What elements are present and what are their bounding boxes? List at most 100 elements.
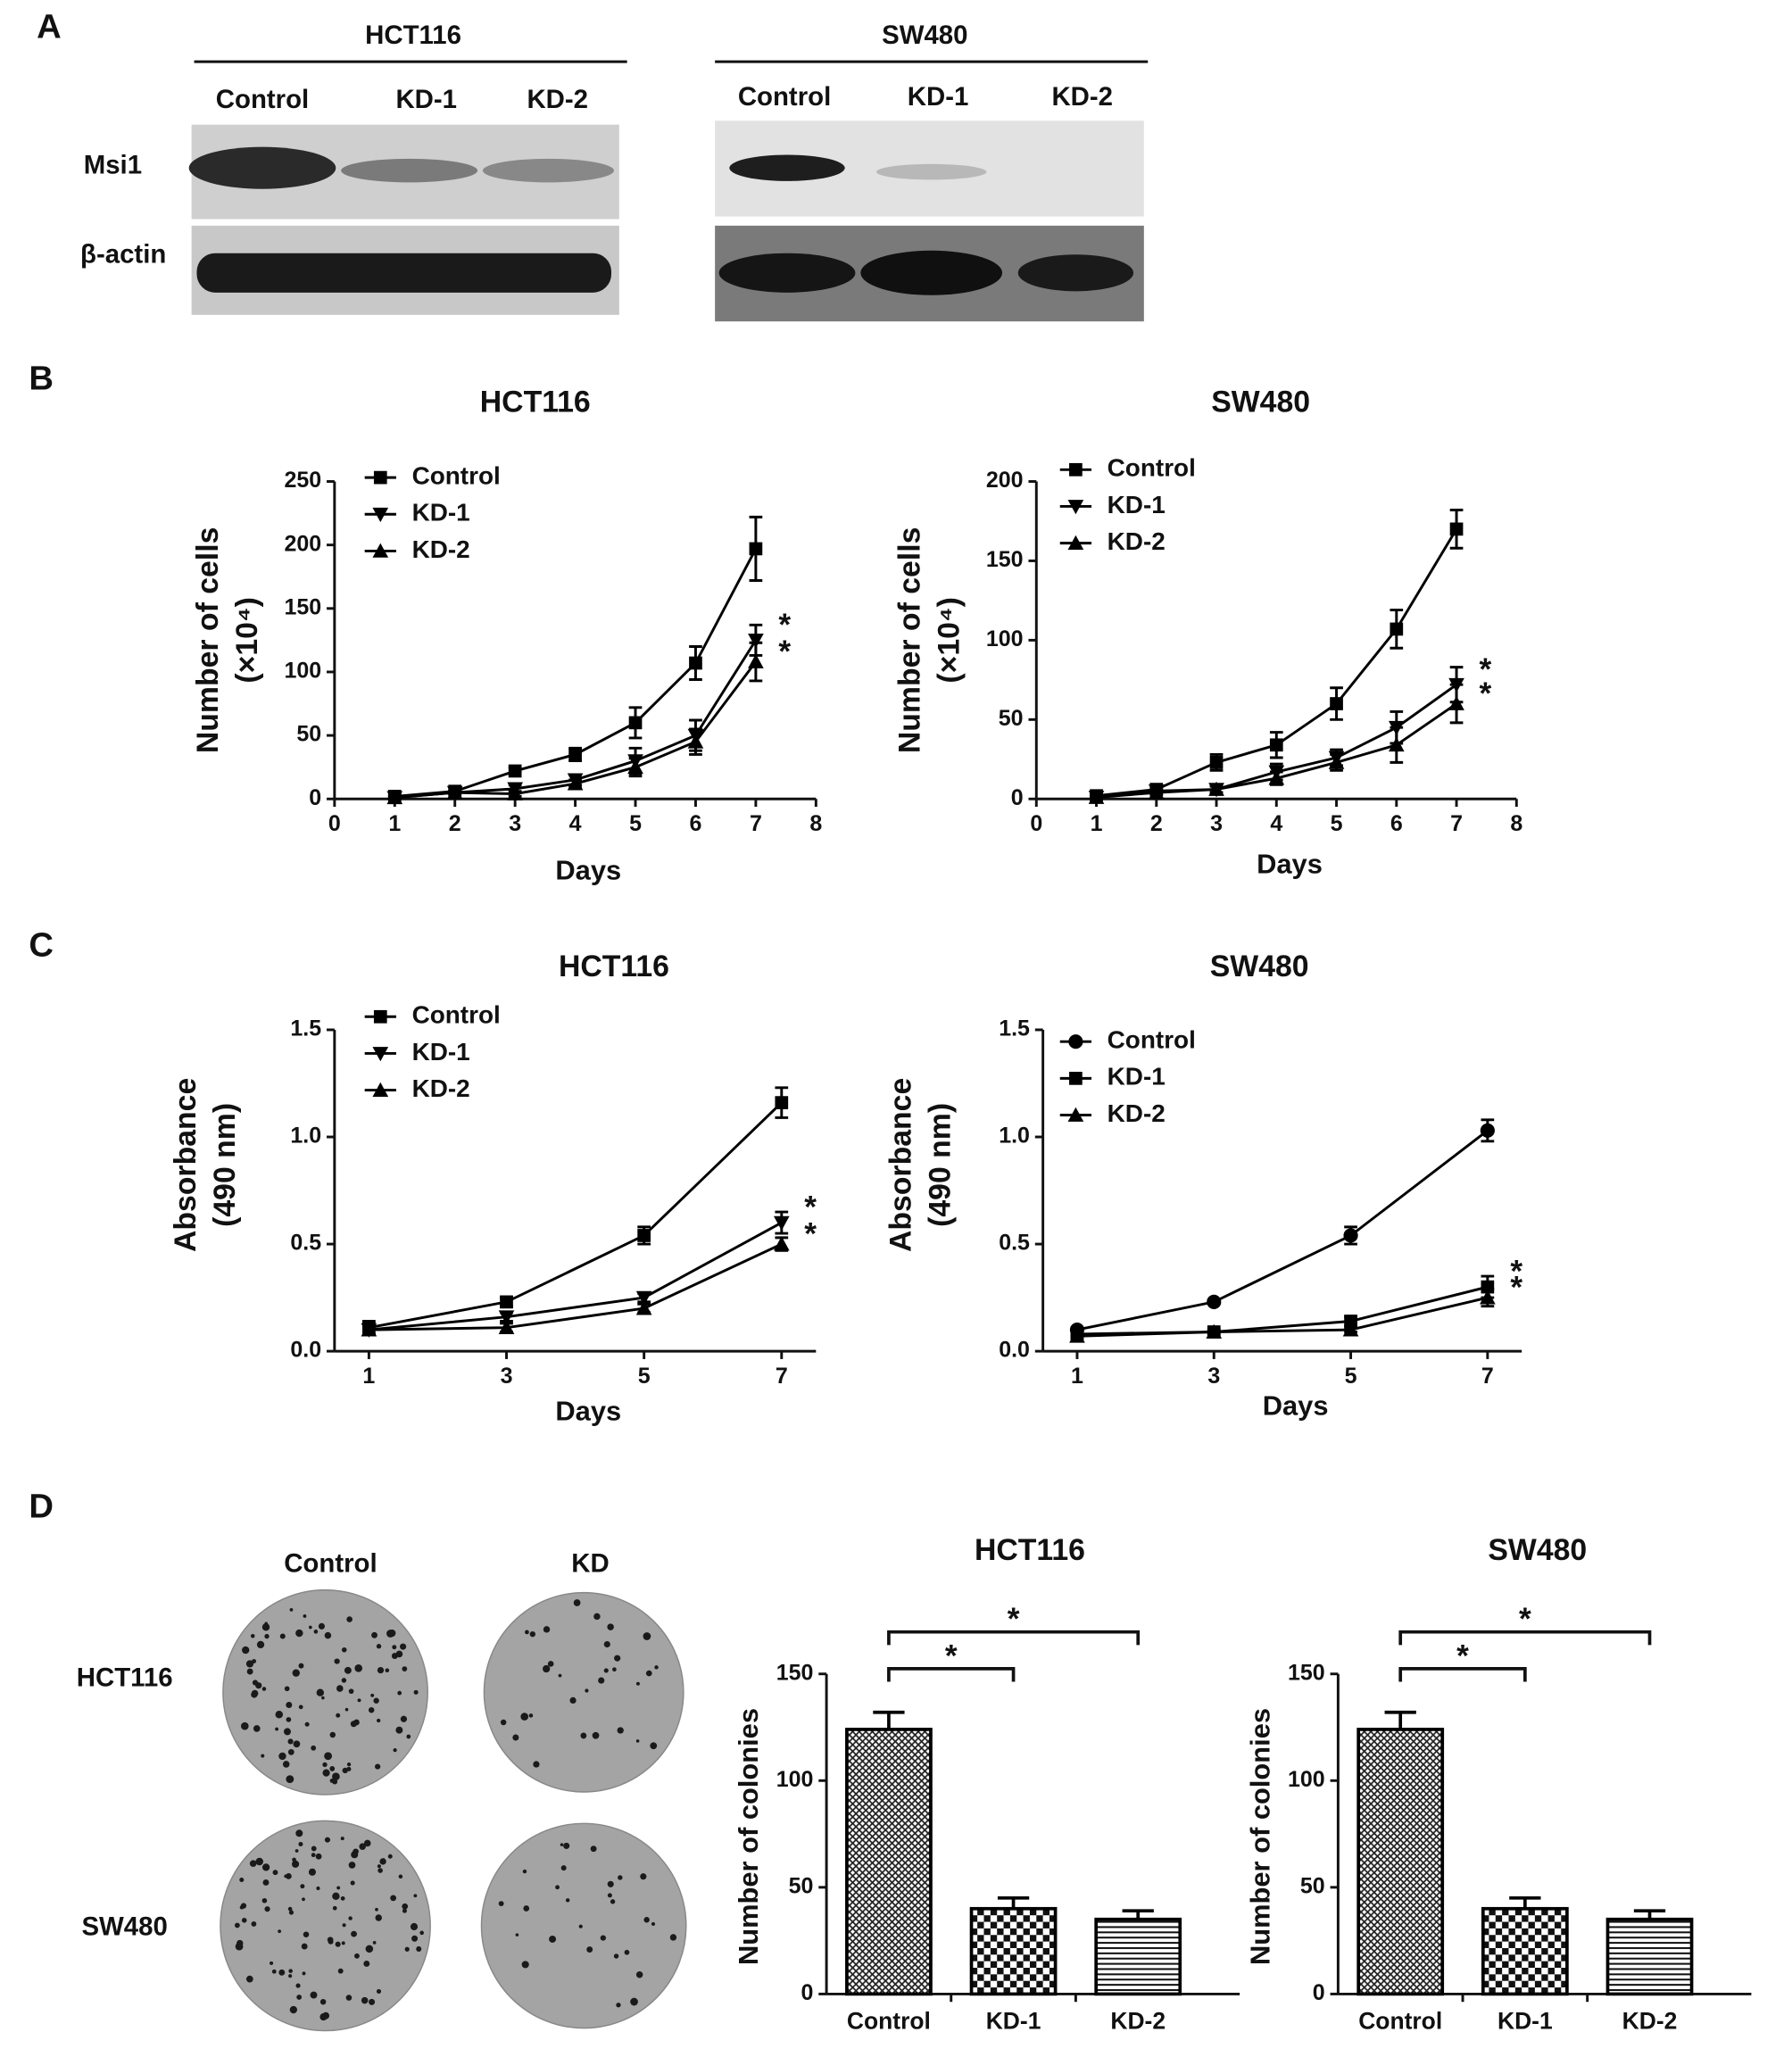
colony-dot xyxy=(354,1664,363,1672)
colony-dot xyxy=(361,1996,369,2004)
colony-dot xyxy=(288,1969,293,1973)
marker xyxy=(1067,535,1084,550)
colony-dot xyxy=(315,1853,322,1860)
colony-dot xyxy=(413,1689,419,1695)
colony-dot xyxy=(264,1906,270,1912)
colony-dot xyxy=(316,1886,320,1891)
colony-dot xyxy=(329,1731,336,1738)
colony-dot xyxy=(643,1917,650,1923)
marker xyxy=(775,1096,789,1109)
marker xyxy=(773,1215,790,1231)
colony-dot xyxy=(316,1688,324,1696)
colony-dot xyxy=(669,1934,677,1941)
colony-dot xyxy=(617,1727,624,1734)
marker xyxy=(1088,789,1105,804)
y-tick-label: 0 xyxy=(1011,785,1024,810)
x-tick-label: 5 xyxy=(1331,811,1343,836)
marker xyxy=(637,1229,651,1242)
colony-dot xyxy=(392,1645,397,1650)
cell-line: HCT116 xyxy=(365,21,461,50)
y-tick-label: 150 xyxy=(1288,1660,1325,1685)
colony-dot xyxy=(555,1885,560,1890)
marker xyxy=(1069,1328,1085,1343)
colony-dot xyxy=(239,1905,245,1910)
colony-dot xyxy=(310,1991,318,1999)
band xyxy=(1017,254,1134,292)
line xyxy=(1076,1129,1489,1331)
column-label: Control xyxy=(284,1548,377,1578)
colony-dot xyxy=(635,1970,643,1978)
colony-dot xyxy=(590,1845,597,1853)
colony-dot xyxy=(302,1897,305,1902)
colony-dot xyxy=(363,1961,370,1967)
colony-dot xyxy=(311,1853,316,1858)
colony-dot xyxy=(341,1647,347,1653)
colony-dot xyxy=(253,1725,261,1732)
colony-dot xyxy=(249,1860,257,1867)
marker xyxy=(446,784,463,800)
lane-label: KD-2 xyxy=(1051,82,1113,112)
colony-dot xyxy=(585,1688,589,1693)
bar xyxy=(1605,1917,1694,1996)
colony-dot xyxy=(324,1631,332,1639)
annotation: * xyxy=(1456,1638,1469,1673)
colony-dot xyxy=(346,1762,352,1767)
chart: 0.0 0.5 1.0 1.5 SW480 Absorbance (490 nm) 1 3 5 7 D… xyxy=(884,950,1522,1422)
colony-dot xyxy=(635,1681,640,1686)
marker xyxy=(1343,1228,1358,1243)
legend-label: KD-1 xyxy=(1108,1063,1166,1091)
colony-dot xyxy=(263,1864,268,1869)
x-tick-label: 6 xyxy=(1390,811,1403,836)
protein-label: Msi1 xyxy=(84,150,142,179)
colony-dot xyxy=(245,1975,253,1983)
colony-dot xyxy=(373,1697,379,1704)
x-tick-label: 7 xyxy=(776,1364,788,1389)
colony-plates: Control KD HCT116 SW480 xyxy=(77,1548,687,2032)
band xyxy=(718,253,856,293)
band xyxy=(729,154,845,181)
y-tick-label: 100 xyxy=(776,1767,814,1792)
colony-dot xyxy=(350,1880,355,1886)
colony-dot xyxy=(322,1769,330,1777)
colony-dot xyxy=(357,1698,361,1703)
y-tick-label: 100 xyxy=(284,659,321,684)
colony-dot xyxy=(292,1860,300,1868)
legend-label: Control xyxy=(412,461,501,489)
cell-line: SW480 xyxy=(882,21,967,50)
y-tick-label: 50 xyxy=(296,722,321,747)
colony-dot xyxy=(345,1995,353,2001)
y-axis-label: Absorbance xyxy=(884,1078,917,1252)
colony-dot xyxy=(337,1968,344,1974)
panel-label: A xyxy=(37,7,62,46)
y-tick-label: 1.5 xyxy=(999,1016,1030,1041)
colony-dot xyxy=(376,1988,382,1995)
colony-dot xyxy=(560,1865,567,1871)
legend-label: KD-1 xyxy=(1108,491,1166,518)
colony-dot xyxy=(261,1754,265,1758)
y-tick-label: 0.5 xyxy=(290,1231,321,1256)
colony-dot xyxy=(390,1895,397,1902)
colony-dot xyxy=(528,1713,534,1718)
colony-dot xyxy=(500,1719,507,1726)
annotation: * xyxy=(1480,676,1492,711)
colony-dot xyxy=(523,1905,530,1912)
colony-dot xyxy=(592,1731,600,1739)
colony-dot xyxy=(313,1630,319,1634)
legend-label: KD-1 xyxy=(412,499,470,527)
colony-dot xyxy=(348,1916,353,1920)
colony-dot xyxy=(549,1935,557,1943)
x-tick-label: 6 xyxy=(690,811,702,836)
colony-dot xyxy=(319,2013,328,2021)
line xyxy=(369,1242,783,1331)
y-axis-label: Number of cells xyxy=(191,527,225,754)
colony-dot xyxy=(400,1715,408,1722)
colony-dot xyxy=(289,2005,297,2014)
y-tick-label: 150 xyxy=(776,1660,814,1685)
colony-dot xyxy=(321,1696,325,1700)
colony-dot xyxy=(533,1761,540,1768)
bar xyxy=(1356,1728,1445,1996)
y-axis-label: Absorbance xyxy=(169,1078,203,1252)
colony-dot xyxy=(522,1869,527,1874)
x-tick-label: 1 xyxy=(388,811,401,836)
